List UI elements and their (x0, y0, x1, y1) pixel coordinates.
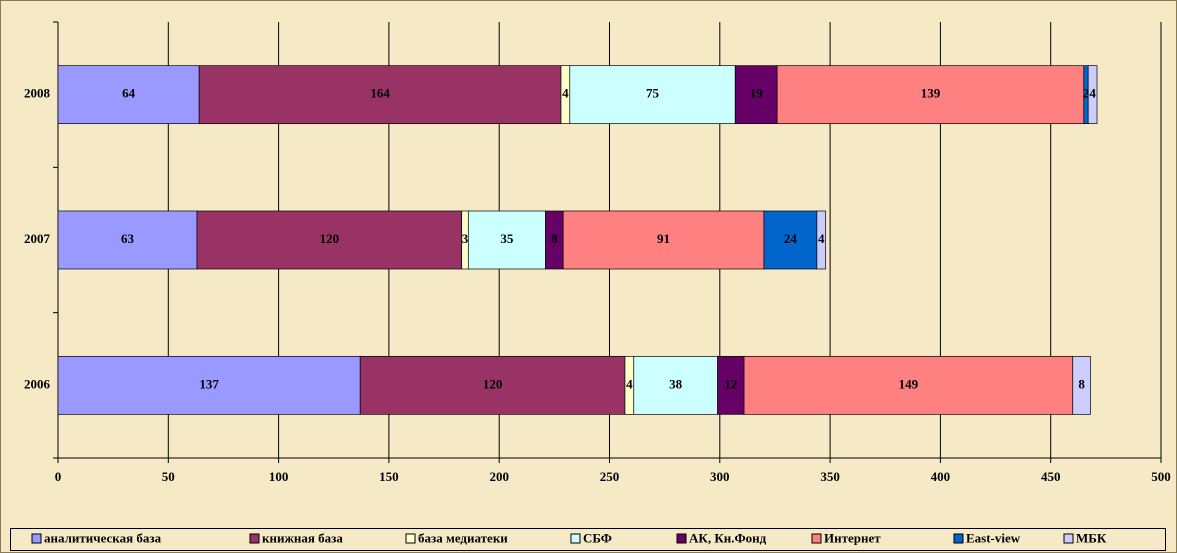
bar-segment (1072, 355, 1091, 415)
x-tick-label: 200 (489, 469, 509, 484)
x-tick-label: 50 (162, 469, 175, 484)
data-label: 64 (122, 86, 136, 101)
data-label: 137 (199, 376, 219, 391)
legend-label: Интернет (824, 530, 881, 545)
data-label: 4 (626, 376, 633, 391)
y-tick-label: 2006 (24, 376, 51, 391)
legend-label: East-view (966, 530, 1021, 545)
y-tick-label: 2007 (24, 231, 51, 246)
data-label: 38 (669, 376, 683, 391)
data-label: 4 (562, 86, 569, 101)
bar-segment (776, 65, 1085, 125)
legend-swatch (811, 533, 822, 544)
bar-segment (717, 355, 745, 415)
legend-swatch (249, 533, 260, 544)
data-label: 120 (320, 231, 340, 246)
bar-segment (467, 210, 546, 270)
data-label: 19 (750, 86, 764, 101)
data-label: 75 (646, 86, 660, 101)
legend-label: аналитическая база (44, 530, 162, 545)
bar-segment (57, 210, 198, 270)
legend-swatch (31, 533, 42, 544)
bar-segment (57, 65, 200, 125)
legend-label: МБК (1076, 530, 1107, 545)
bar-segment (569, 65, 736, 125)
bar-segment (734, 65, 778, 125)
bar-segment (763, 210, 818, 270)
x-tick-label: 100 (269, 469, 289, 484)
data-label: 120 (483, 376, 503, 391)
bar-segment (816, 210, 827, 270)
legend-swatch (570, 533, 581, 544)
bar-segment (196, 210, 463, 270)
x-tick-label: 300 (710, 469, 730, 484)
data-label: 149 (899, 376, 919, 391)
x-tick-label: 350 (820, 469, 840, 484)
data-label: 2 (1083, 86, 1090, 101)
legend-box (10, 528, 1166, 551)
legend-label: АК, Кн.Фонд (689, 530, 767, 545)
y-tick-label: 2008 (24, 86, 51, 101)
legend-label: база медиатеки (418, 530, 508, 545)
x-tick-label: 450 (1041, 469, 1061, 484)
bar-segment (1087, 65, 1098, 125)
legend-label: СБФ (583, 530, 612, 545)
data-label: 8 (1078, 376, 1085, 391)
data-label: 24 (784, 231, 798, 246)
legend-swatch (1063, 533, 1074, 544)
data-label: 8 (551, 231, 558, 246)
x-tick-label: 400 (931, 469, 951, 484)
data-label: 4 (1089, 86, 1096, 101)
bar-segment (633, 355, 718, 415)
data-label: 3 (462, 231, 469, 246)
legend-swatch (676, 533, 687, 544)
data-label: 91 (657, 231, 670, 246)
data-label: 12 (724, 376, 737, 391)
legend-label: книжная база (262, 530, 343, 545)
x-tick-label: 0 (55, 469, 62, 484)
x-tick-label: 250 (600, 469, 620, 484)
data-label: 139 (921, 86, 941, 101)
bar-segment (359, 355, 626, 415)
bar-segment (198, 65, 562, 125)
bar-segment (562, 210, 765, 270)
data-label: 4 (818, 231, 825, 246)
bar-segment (743, 355, 1074, 415)
data-label: 35 (500, 231, 514, 246)
data-label: 63 (121, 231, 135, 246)
legend-swatch (405, 533, 416, 544)
data-label: 164 (370, 86, 390, 101)
legend-swatch (953, 533, 964, 544)
x-tick-label: 500 (1151, 469, 1171, 484)
x-tick-label: 150 (379, 469, 399, 484)
